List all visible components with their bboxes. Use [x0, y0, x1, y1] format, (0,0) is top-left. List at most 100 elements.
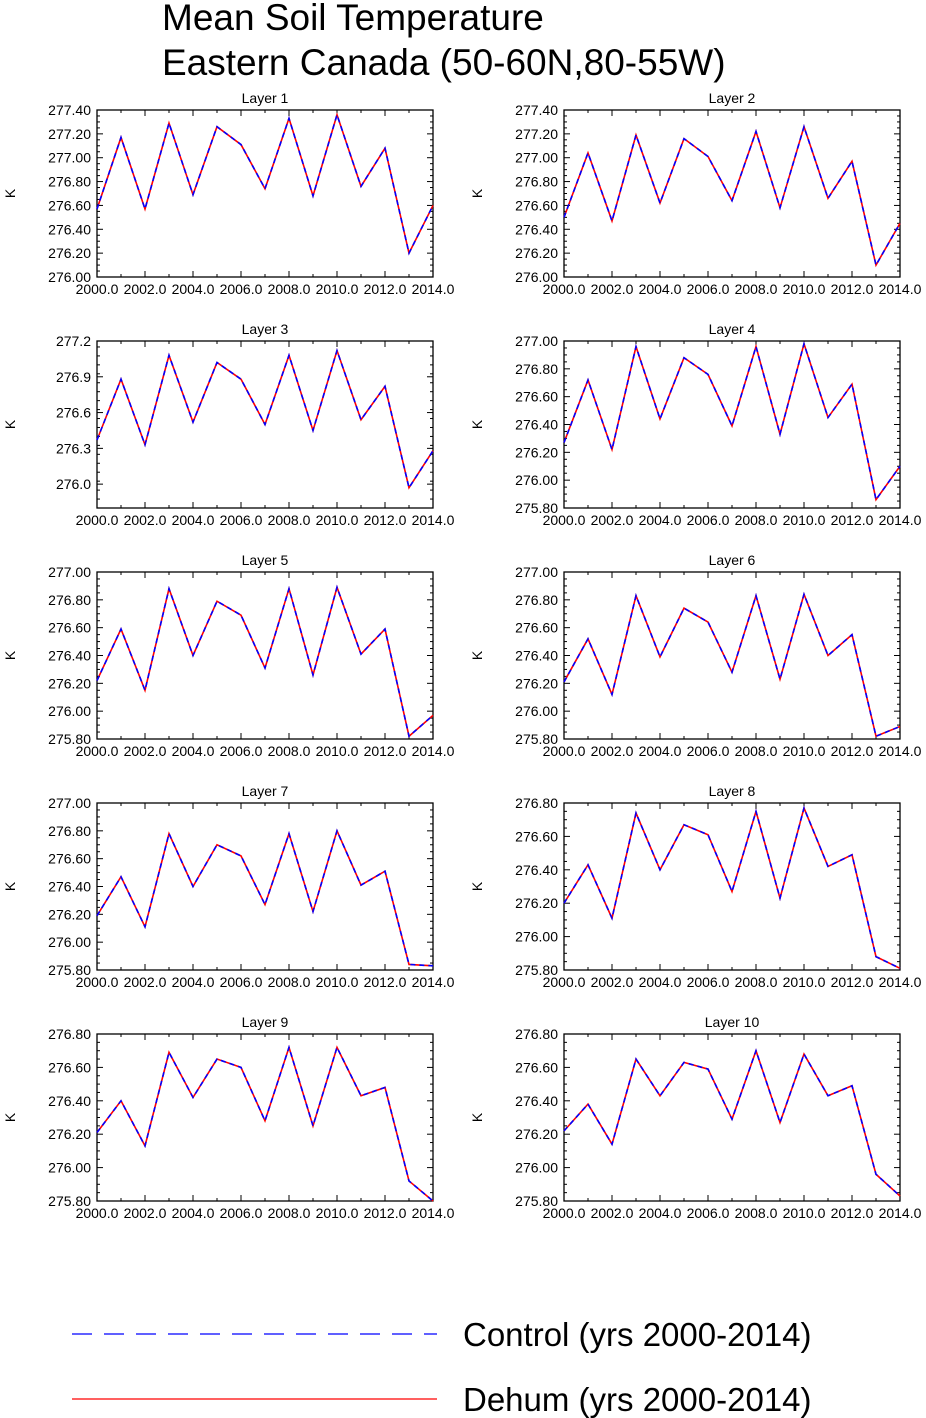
series-line-control: [96, 1044, 434, 1202]
x-tick-label: 2002.0: [124, 743, 167, 759]
y-tick-label: 276.3: [56, 440, 91, 456]
series-line-dehum: [96, 584, 434, 738]
y-axis-label: K: [469, 650, 485, 660]
y-tick-label: 276.9: [56, 369, 91, 385]
x-tick-label: 2014.0: [879, 1205, 922, 1221]
y-tick-label: 276.00: [515, 703, 558, 719]
y-axis-label: K: [469, 419, 485, 429]
x-tick-label: 2010.0: [783, 1205, 826, 1221]
y-tick-label: 276.80: [515, 361, 558, 377]
y-tick-label: 276.20: [515, 675, 558, 691]
y-tick-label: 276.60: [515, 828, 558, 844]
y-tick-label: 277.2: [56, 333, 91, 349]
y-tick-label: 276.20: [48, 1126, 91, 1142]
x-tick-label: 2000.0: [76, 974, 119, 990]
series-line-control: [563, 1048, 901, 1197]
y-tick-label: 276.40: [515, 417, 558, 433]
panel-title: Layer 9: [242, 1014, 289, 1030]
y-tick-label: 276.60: [515, 389, 558, 405]
figure-title-line-1: Mean Soil Temperature: [162, 0, 544, 38]
y-tick-label: 276.0: [56, 476, 91, 492]
y-tick-label: 277.00: [48, 564, 91, 580]
y-axis-label: K: [469, 188, 485, 198]
x-tick-label: 2008.0: [735, 281, 778, 297]
x-tick-label: 2000.0: [543, 512, 586, 528]
series-line-dehum: [96, 1044, 434, 1202]
panel-layer-3: Layer 3 2000.0 2002.0 2004.0 2006.0 2008.0 201…: [2, 321, 455, 528]
plot-frame: [96, 571, 434, 740]
x-tick-label: 2004.0: [639, 743, 682, 759]
x-tick-label: 2002.0: [591, 281, 634, 297]
series-line-dehum: [96, 828, 434, 967]
y-tick-label: 276.80: [515, 174, 558, 190]
y-tick-label: 277.40: [48, 102, 91, 118]
panel-layer-5: Layer 5 2000.0 2002.0 2004.0 2006.0 2008.0 201…: [2, 552, 455, 759]
x-tick-label: 2006.0: [687, 974, 730, 990]
y-axis-label: K: [2, 419, 18, 429]
y-tick-label: 276.20: [515, 245, 558, 261]
series-line-dehum: [563, 124, 901, 268]
y-tick-label: 276.60: [48, 851, 91, 867]
x-tick-label: 2006.0: [220, 281, 263, 297]
x-tick-label: 2014.0: [879, 743, 922, 759]
plot-frame: [96, 109, 434, 278]
panel-title: Layer 2: [709, 90, 756, 106]
panel-title: Layer 5: [242, 552, 289, 568]
legend-label-control: Control (yrs 2000-2014): [463, 1316, 812, 1353]
y-tick-label: 277.00: [515, 333, 558, 349]
y-tick-label: 276.60: [515, 1059, 558, 1075]
x-tick-label: 2006.0: [220, 1205, 263, 1221]
y-tick-label: 276.40: [515, 1093, 558, 1109]
plot-frame: [563, 571, 901, 740]
x-tick-label: 2004.0: [639, 1205, 682, 1221]
x-tick-label: 2010.0: [783, 512, 826, 528]
x-tick-label: 2002.0: [124, 512, 167, 528]
x-tick-label: 2014.0: [879, 974, 922, 990]
x-tick-label: 2000.0: [543, 743, 586, 759]
series-line-dehum: [563, 1048, 901, 1197]
legend: Control (yrs 2000-2014) Dehum (yrs 2000-2…: [72, 1316, 812, 1418]
y-tick-label: 276.40: [515, 221, 558, 237]
y-tick-label: 276.20: [515, 444, 558, 460]
y-tick-label: 276.60: [515, 620, 558, 636]
y-tick-label: 276.60: [48, 197, 91, 213]
y-tick-label: 276.40: [48, 221, 91, 237]
series-line-control: [563, 591, 901, 738]
y-tick-label: 276.60: [48, 1059, 91, 1075]
y-axis-label: K: [2, 881, 18, 891]
panel-title: Layer 1: [242, 90, 289, 106]
x-tick-label: 2010.0: [316, 512, 359, 528]
panel-title: Layer 10: [705, 1014, 760, 1030]
y-tick-label: 276.00: [48, 1160, 91, 1176]
x-tick-label: 2014.0: [879, 512, 922, 528]
y-tick-label: 275.80: [515, 731, 558, 747]
x-tick-label: 2002.0: [591, 512, 634, 528]
panel-title: Layer 4: [709, 321, 756, 337]
panel-layer-1: Layer 1 2000.0 2002.0 2004.0 2006.0 2008.0 201…: [2, 90, 455, 297]
x-tick-label: 2004.0: [639, 974, 682, 990]
x-tick-label: 2000.0: [76, 281, 119, 297]
x-tick-label: 2014.0: [412, 512, 455, 528]
x-tick-label: 2012.0: [831, 974, 874, 990]
x-tick-label: 2000.0: [543, 1205, 586, 1221]
y-tick-label: 276.80: [48, 592, 91, 608]
x-tick-label: 2010.0: [783, 974, 826, 990]
x-tick-label: 2006.0: [687, 1205, 730, 1221]
panel-title: Layer 6: [709, 552, 756, 568]
y-tick-label: 276.20: [515, 1126, 558, 1142]
x-tick-label: 2012.0: [364, 743, 407, 759]
y-tick-label: 276.20: [48, 245, 91, 261]
panel-layer-8: Layer 8 2000.0 2002.0 2004.0 2006.0 2008.0 201…: [469, 783, 922, 990]
y-tick-label: 276.00: [48, 269, 91, 285]
panels-grid: Layer 1 2000.0 2002.0 2004.0 2006.0 2008.0 201…: [2, 90, 922, 1221]
y-tick-label: 276.80: [515, 1026, 558, 1042]
y-tick-label: 276.40: [515, 648, 558, 664]
y-tick-label: 276.60: [48, 620, 91, 636]
series-line-control: [96, 828, 434, 967]
x-tick-label: 2004.0: [172, 974, 215, 990]
y-tick-label: 276.40: [48, 879, 91, 895]
panel-layer-7: Layer 7 2000.0 2002.0 2004.0 2006.0 2008.0 201…: [2, 783, 455, 990]
series-line-control: [563, 340, 901, 502]
y-tick-label: 276.00: [515, 269, 558, 285]
